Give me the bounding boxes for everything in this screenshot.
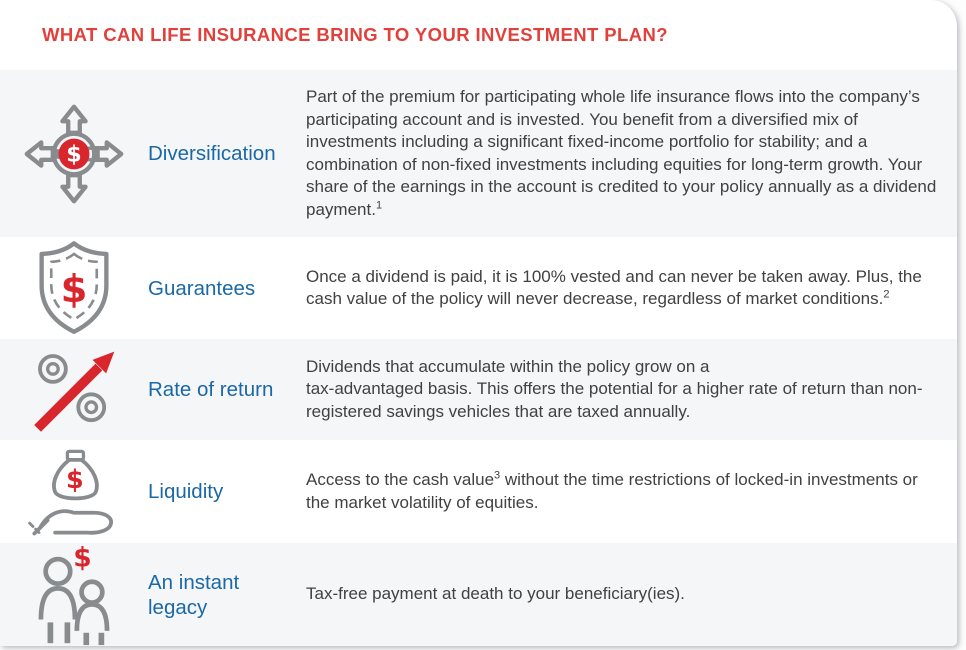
diversification-arrows-icon: $ [0,101,148,207]
row-text-instant-legacy: Tax-free payment at death to your benefi… [306,583,957,606]
row-text: Dividends that accumulate within the pol… [306,356,923,421]
hand-money-bag-icon: $ [0,441,148,543]
dollar-glyph: $ [61,267,88,312]
row-diversification: $ Diversification Part of the premium fo… [0,70,957,237]
row-text-guarantees: Once a dividend is paid, it is 100% vest… [306,266,957,311]
footnote-marker: 2 [883,288,890,301]
percent-growth-arrow-icon [0,344,148,436]
shield-dollar-icon: $ [0,239,148,337]
dollar-glyph: $ [66,465,84,495]
row-text: Access to the cash value [306,470,495,489]
row-text: Once a dividend is paid, it is 100% vest… [306,266,922,309]
row-label-instant-legacy: An instant legacy [148,570,240,619]
row-label-rate-of-return: Rate of return [148,378,274,401]
row-text-liquidity: Access to the cash value3 without the ti… [306,469,957,514]
row-label-guarantees: Guarantees [148,276,256,300]
footnote-marker: 3 [494,469,501,482]
row-text-diversification: Part of the premium for participating wh… [306,86,957,221]
footnote-marker: 1 [375,198,383,211]
row-rate-of-return: Rate of return Dividends that accumulate… [0,339,957,440]
title-band: WHAT CAN LIFE INSURANCE BRING TO YOUR IN… [0,0,957,70]
page-title: WHAT CAN LIFE INSURANCE BRING TO YOUR IN… [42,24,668,45]
dollar-glyph: $ [66,141,81,167]
row-label-diversification: Diversification [148,142,276,165]
row-text-after: without the time restrictions of locked-… [306,470,918,512]
dollar-glyph: $ [73,544,91,574]
row-text-rate-of-return: Dividends that accumulate within the pol… [306,356,957,424]
row-text: Part of the premium for participating wh… [306,87,937,219]
row-text: Tax-free payment at death to your benefi… [306,584,685,604]
row-guarantees: $ Guarantees Once a dividend is paid, it… [0,237,957,339]
row-label-liquidity: Liquidity [148,480,224,503]
row-instant-legacy: $ An instant legacy Tax-free payment at … [0,543,957,646]
row-liquidity: $ Liquidity Access to the cash value3 wi… [0,440,957,543]
family-dollar-icon: $ [0,544,148,646]
